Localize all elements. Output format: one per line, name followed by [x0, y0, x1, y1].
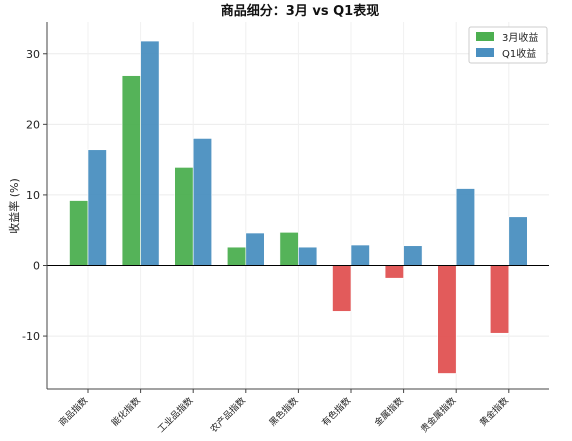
chart-title: 商品细分：3月 vs Q1表现	[221, 3, 379, 19]
bar-q1	[508, 216, 528, 266]
y-ticks: -10 0 10 20 30	[22, 48, 47, 343]
bar-march	[69, 200, 89, 266]
bar-q1	[192, 138, 212, 266]
x-tick-label: 有色指数	[319, 395, 353, 429]
bar-q1	[87, 149, 107, 266]
legend-label-q1: Q1收益	[502, 47, 536, 60]
x-tick-label: 黑色指数	[267, 395, 301, 429]
bar-march	[384, 265, 404, 279]
bar-march	[227, 246, 247, 266]
y-tick-label: 20	[26, 118, 40, 131]
legend-swatch-march	[476, 32, 494, 41]
x-tick-label: 能化指数	[109, 395, 143, 429]
bar-march	[121, 75, 141, 266]
bar-march	[332, 265, 352, 312]
y-tick-label: -10	[22, 330, 40, 343]
x-tick-label: 金属指数	[372, 395, 406, 429]
bar-march	[279, 232, 299, 266]
x-ticks: 商品指数 能化指数 工业品指数 农产品指数 黑色指数 有色指数 金属指数 贵金属指数 黄金指数	[56, 389, 511, 435]
y-tick-label: 10	[26, 189, 40, 202]
bar-march	[437, 265, 457, 374]
x-tick-label: 商品指数	[56, 395, 90, 429]
x-tick-label: 贵金属指数	[418, 395, 458, 435]
bar-march	[174, 167, 194, 266]
y-axis-label: 收益率 (%)	[7, 178, 21, 234]
bar-q1	[455, 188, 476, 266]
bar-q1	[245, 232, 265, 266]
legend-label-march: 3月收益	[502, 31, 538, 44]
x-tick-label: 工业品指数	[155, 395, 195, 435]
bar-q1	[140, 40, 160, 266]
y-tick-label: 30	[26, 48, 40, 61]
legend-swatch-q1	[476, 48, 494, 57]
bar-q1	[403, 245, 423, 266]
y-tick-label: 0	[33, 259, 40, 272]
bar-q1	[298, 246, 318, 266]
x-tick-label: 黄金指数	[477, 395, 511, 429]
bar-march	[489, 265, 510, 334]
bar-q1	[350, 244, 370, 266]
legend: 3月收益 Q1收益	[468, 26, 548, 64]
x-tick-label: 农产品指数	[208, 395, 248, 435]
